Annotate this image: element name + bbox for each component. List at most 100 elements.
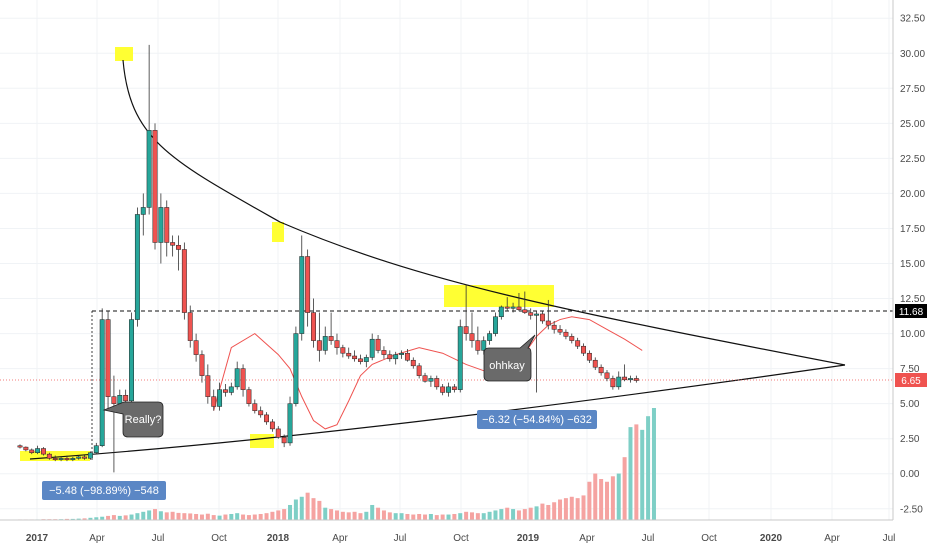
candle-body [316, 340, 322, 351]
x-tick-label: 2019 [517, 533, 540, 544]
volume-bar [505, 507, 510, 520]
price-axis[interactable]: 32.50 30.00 27.50 25.00 22.50 20.00 17.50 15.00… [892, 0, 925, 520]
resistance-price-text: 11.68 [899, 307, 924, 318]
y-tick-label: 20.00 [900, 189, 925, 200]
volume-bar [170, 511, 175, 520]
volume-bar [176, 512, 181, 520]
candle-body [311, 312, 316, 341]
volume-bar [569, 496, 574, 520]
y-tick-label: 17.50 [900, 224, 925, 235]
candle-body [205, 375, 211, 397]
candle-body [516, 306, 522, 311]
candle-body [23, 446, 29, 451]
candle-body [604, 372, 610, 379]
candle-body [99, 319, 105, 446]
volume-bar [88, 517, 93, 520]
candle-body [164, 207, 170, 243]
volume-bar [516, 510, 521, 520]
measure-label-2019-text: −6.32 (−54.84%) −632 [482, 414, 592, 426]
volume-bar [464, 511, 469, 520]
candle-body [352, 355, 358, 360]
volume-bars [18, 408, 656, 520]
volume-bar [552, 502, 557, 520]
candle-body [52, 458, 58, 460]
candle-body [493, 316, 498, 334]
candle-body [469, 333, 475, 341]
highlight-peak-2018 [272, 222, 284, 242]
x-tick-label: Jul [152, 533, 165, 544]
volume-bar [246, 515, 251, 520]
candle-body [504, 306, 510, 309]
candle-body [29, 449, 35, 453]
candle-body [293, 333, 299, 404]
candle-body [428, 378, 434, 382]
candle-body [152, 130, 158, 243]
candle-body [305, 256, 311, 313]
candle-body [58, 458, 64, 460]
volume-bar [475, 513, 480, 520]
candle-body [399, 352, 405, 355]
candle-body [563, 331, 569, 337]
y-tick-label: -2.50 [900, 504, 923, 515]
volume-bar [211, 515, 216, 520]
time-axis[interactable]: 2017 Apr Jul Oct 2018 Apr Jul Oct 2019 Apr Jul Oct 2… [0, 519, 895, 544]
candle-body [475, 340, 481, 351]
volume-bar [651, 408, 656, 520]
candle-body [105, 319, 111, 397]
volume-bar [194, 513, 199, 520]
candle-body [404, 352, 410, 361]
volume-bar [622, 457, 627, 520]
candle-body [17, 445, 23, 448]
highlight-low-2017 [250, 434, 274, 448]
candle-body [87, 452, 93, 459]
candle-body [193, 340, 199, 355]
candles [17, 44, 639, 473]
volume-bar [352, 511, 357, 520]
candle-body [446, 386, 451, 393]
candle-body [410, 359, 416, 367]
y-tick-label: 5.00 [900, 399, 920, 410]
volume-bar [393, 513, 398, 520]
candle-body [299, 256, 305, 334]
candle-body [64, 458, 70, 460]
volume-bar [446, 514, 451, 520]
candle-body [258, 410, 264, 416]
candle-body [123, 395, 129, 402]
candle-body [487, 333, 493, 341]
volume-bar [428, 513, 433, 520]
volume-bar [340, 511, 345, 520]
volume-bar [252, 514, 257, 520]
volume-bar [205, 513, 210, 520]
candle-body [93, 445, 99, 453]
volume-bar [188, 513, 193, 520]
candle-body [628, 378, 633, 381]
candle-body [592, 359, 598, 368]
candle-body [393, 354, 399, 360]
volume-bar [217, 515, 222, 520]
candle-body [176, 245, 181, 250]
measure-label-2017: −5.48 (−98.89%) −548 [42, 481, 166, 500]
last-price-text: 6.65 [901, 376, 921, 387]
candle-body [616, 376, 622, 388]
volume-bar [158, 511, 163, 520]
candle-body [187, 312, 193, 341]
x-tick-label: Apr [89, 533, 105, 544]
volume-bar [487, 511, 492, 520]
candle-body [140, 207, 146, 215]
candle-body [340, 347, 346, 354]
volume-bar [499, 509, 504, 520]
callout-ohhkay-text: ohhkay [489, 360, 525, 372]
candle-body [451, 386, 457, 390]
candle-body [322, 336, 328, 351]
ascending-support-line [29, 364, 846, 460]
candle-body [217, 389, 223, 407]
candle-body [381, 350, 387, 355]
candle-body [375, 338, 381, 351]
volume-bar [381, 510, 386, 520]
volume-bar [411, 514, 416, 520]
candle-body [46, 453, 52, 459]
volume-bar [311, 498, 316, 520]
volume-bar [299, 496, 304, 520]
y-tick-label: 25.00 [900, 119, 925, 130]
